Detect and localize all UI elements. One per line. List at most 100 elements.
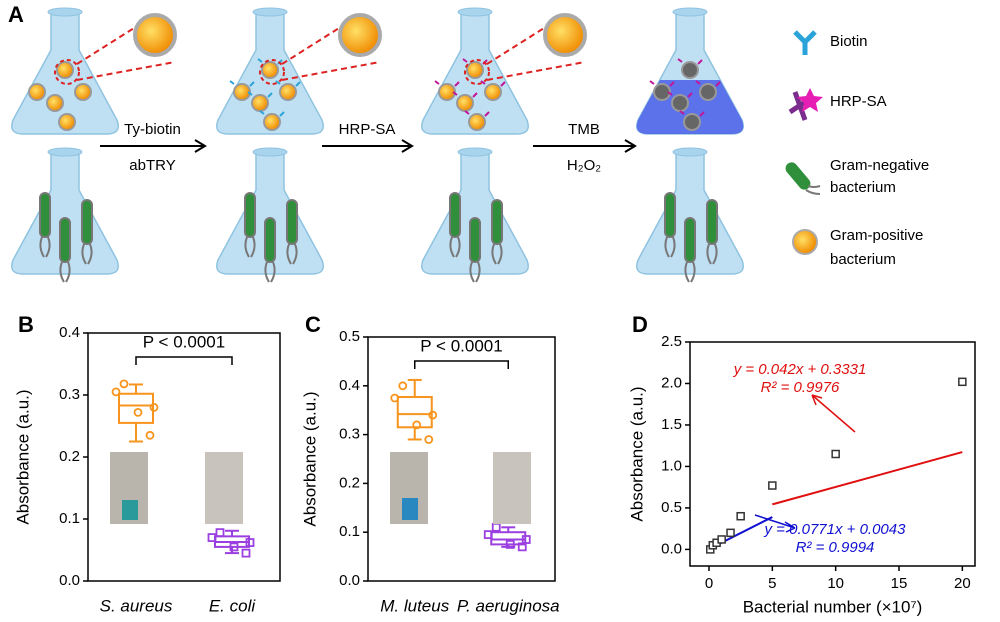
sphere	[456, 94, 474, 112]
flask-rim	[672, 147, 708, 157]
rod	[264, 217, 276, 263]
flask-rim	[252, 7, 288, 17]
star-icon	[797, 88, 823, 112]
rod	[244, 192, 256, 238]
data-point	[958, 377, 967, 387]
biotin-icon	[793, 30, 817, 55]
data-point	[491, 522, 501, 532]
data-point	[229, 542, 239, 552]
data-point	[428, 410, 438, 420]
legend-label: Gram-negative bacterium	[830, 157, 929, 196]
data-point	[398, 381, 408, 391]
flask-rim	[457, 147, 493, 157]
sphere	[46, 94, 64, 112]
flask	[216, 151, 324, 275]
sphere	[58, 113, 76, 131]
rod	[39, 192, 51, 238]
y-axis-label: Absorbance (a.u.)	[13, 389, 32, 524]
dark-sphere	[671, 94, 689, 112]
panel-label: D	[632, 312, 648, 337]
data-point	[726, 528, 735, 538]
y-tick-label: 1.5	[661, 416, 682, 433]
data-point	[119, 379, 129, 389]
zoom-sphere	[338, 13, 382, 57]
tube-photo	[205, 452, 243, 524]
dark-sphere	[699, 83, 717, 101]
biotin-tag	[667, 91, 693, 98]
data-point	[717, 535, 726, 544]
sphere	[468, 113, 486, 131]
arrow	[322, 139, 414, 153]
legend-line: Gram-negative	[830, 157, 929, 174]
data-point	[390, 393, 400, 403]
rod	[81, 199, 93, 245]
sphere	[484, 83, 502, 101]
dark-sphere	[683, 113, 701, 131]
box	[118, 392, 154, 424]
annotation-arrow	[811, 394, 856, 433]
flagella	[59, 261, 71, 283]
sphere	[261, 61, 279, 79]
fit-equation: y = 0.042x + 0.3331	[733, 361, 867, 378]
legend-label: Gram-positive bacterium	[830, 227, 923, 268]
fit-line	[772, 451, 963, 506]
data-point	[424, 435, 434, 444]
flask-rim	[252, 147, 288, 157]
tube-photo	[493, 452, 531, 524]
data-point	[736, 511, 745, 521]
flagella-icon	[805, 185, 821, 195]
zoom-circle	[464, 59, 490, 85]
fit-equation: y = 0.0771x + 0.0043	[764, 521, 907, 538]
biotin-tag	[677, 58, 703, 65]
x-axis-label: Bacterial number (×10⁷)	[743, 597, 923, 616]
y-tick-label: 0.3	[339, 426, 360, 443]
data-point	[215, 528, 225, 538]
step-label: H₂O₂	[567, 157, 601, 174]
y-tick-label: 0.5	[661, 499, 682, 516]
step-label: abTRY	[129, 157, 175, 174]
biotin-tag	[434, 80, 460, 87]
data-point	[768, 481, 777, 490]
data-point	[517, 542, 527, 552]
dark-sphere	[653, 83, 671, 101]
panel-label: C	[305, 312, 321, 337]
x-tick-label: 15	[891, 575, 908, 592]
x-tick-label: S. aureus	[100, 596, 173, 615]
biotin-tag	[649, 80, 675, 87]
flagella	[449, 236, 461, 258]
sphere	[56, 61, 74, 79]
y-axis-label: Absorbance (a.u.)	[300, 391, 319, 526]
y-tick-label: 1.0	[661, 457, 682, 474]
sphere-icon	[792, 229, 818, 255]
axes-frame	[367, 336, 556, 582]
data-point	[483, 530, 493, 540]
x-tick-label: M. luteus	[380, 596, 449, 615]
legend-line: bacterium	[830, 179, 896, 196]
data-point	[145, 430, 155, 440]
zoom-sphere	[543, 13, 587, 57]
y-tick-label: 0.3	[59, 386, 80, 403]
sphere	[466, 61, 484, 79]
blue-solution	[122, 500, 138, 520]
flask-rim	[457, 7, 493, 17]
legend-line: bacterium	[830, 251, 896, 268]
step-label: Ty-biotin	[124, 121, 181, 138]
rod	[491, 199, 503, 245]
biotin-tag	[259, 110, 285, 117]
fit-r2: R² = 0.9994	[796, 539, 875, 556]
data-point	[133, 407, 143, 417]
data-point	[241, 548, 251, 558]
sphere	[28, 83, 46, 101]
x-tick-label: P. aeruginosa	[457, 596, 560, 615]
flagella	[706, 243, 718, 265]
biotin-tag	[452, 91, 478, 98]
biotin-tag	[275, 80, 301, 87]
flagella	[286, 243, 298, 265]
flagella	[81, 243, 93, 265]
rod	[449, 192, 461, 238]
sphere	[233, 83, 251, 101]
axes-frame	[689, 341, 976, 567]
rod	[286, 199, 298, 245]
zoom-circle	[54, 59, 80, 85]
data-point	[207, 533, 217, 542]
